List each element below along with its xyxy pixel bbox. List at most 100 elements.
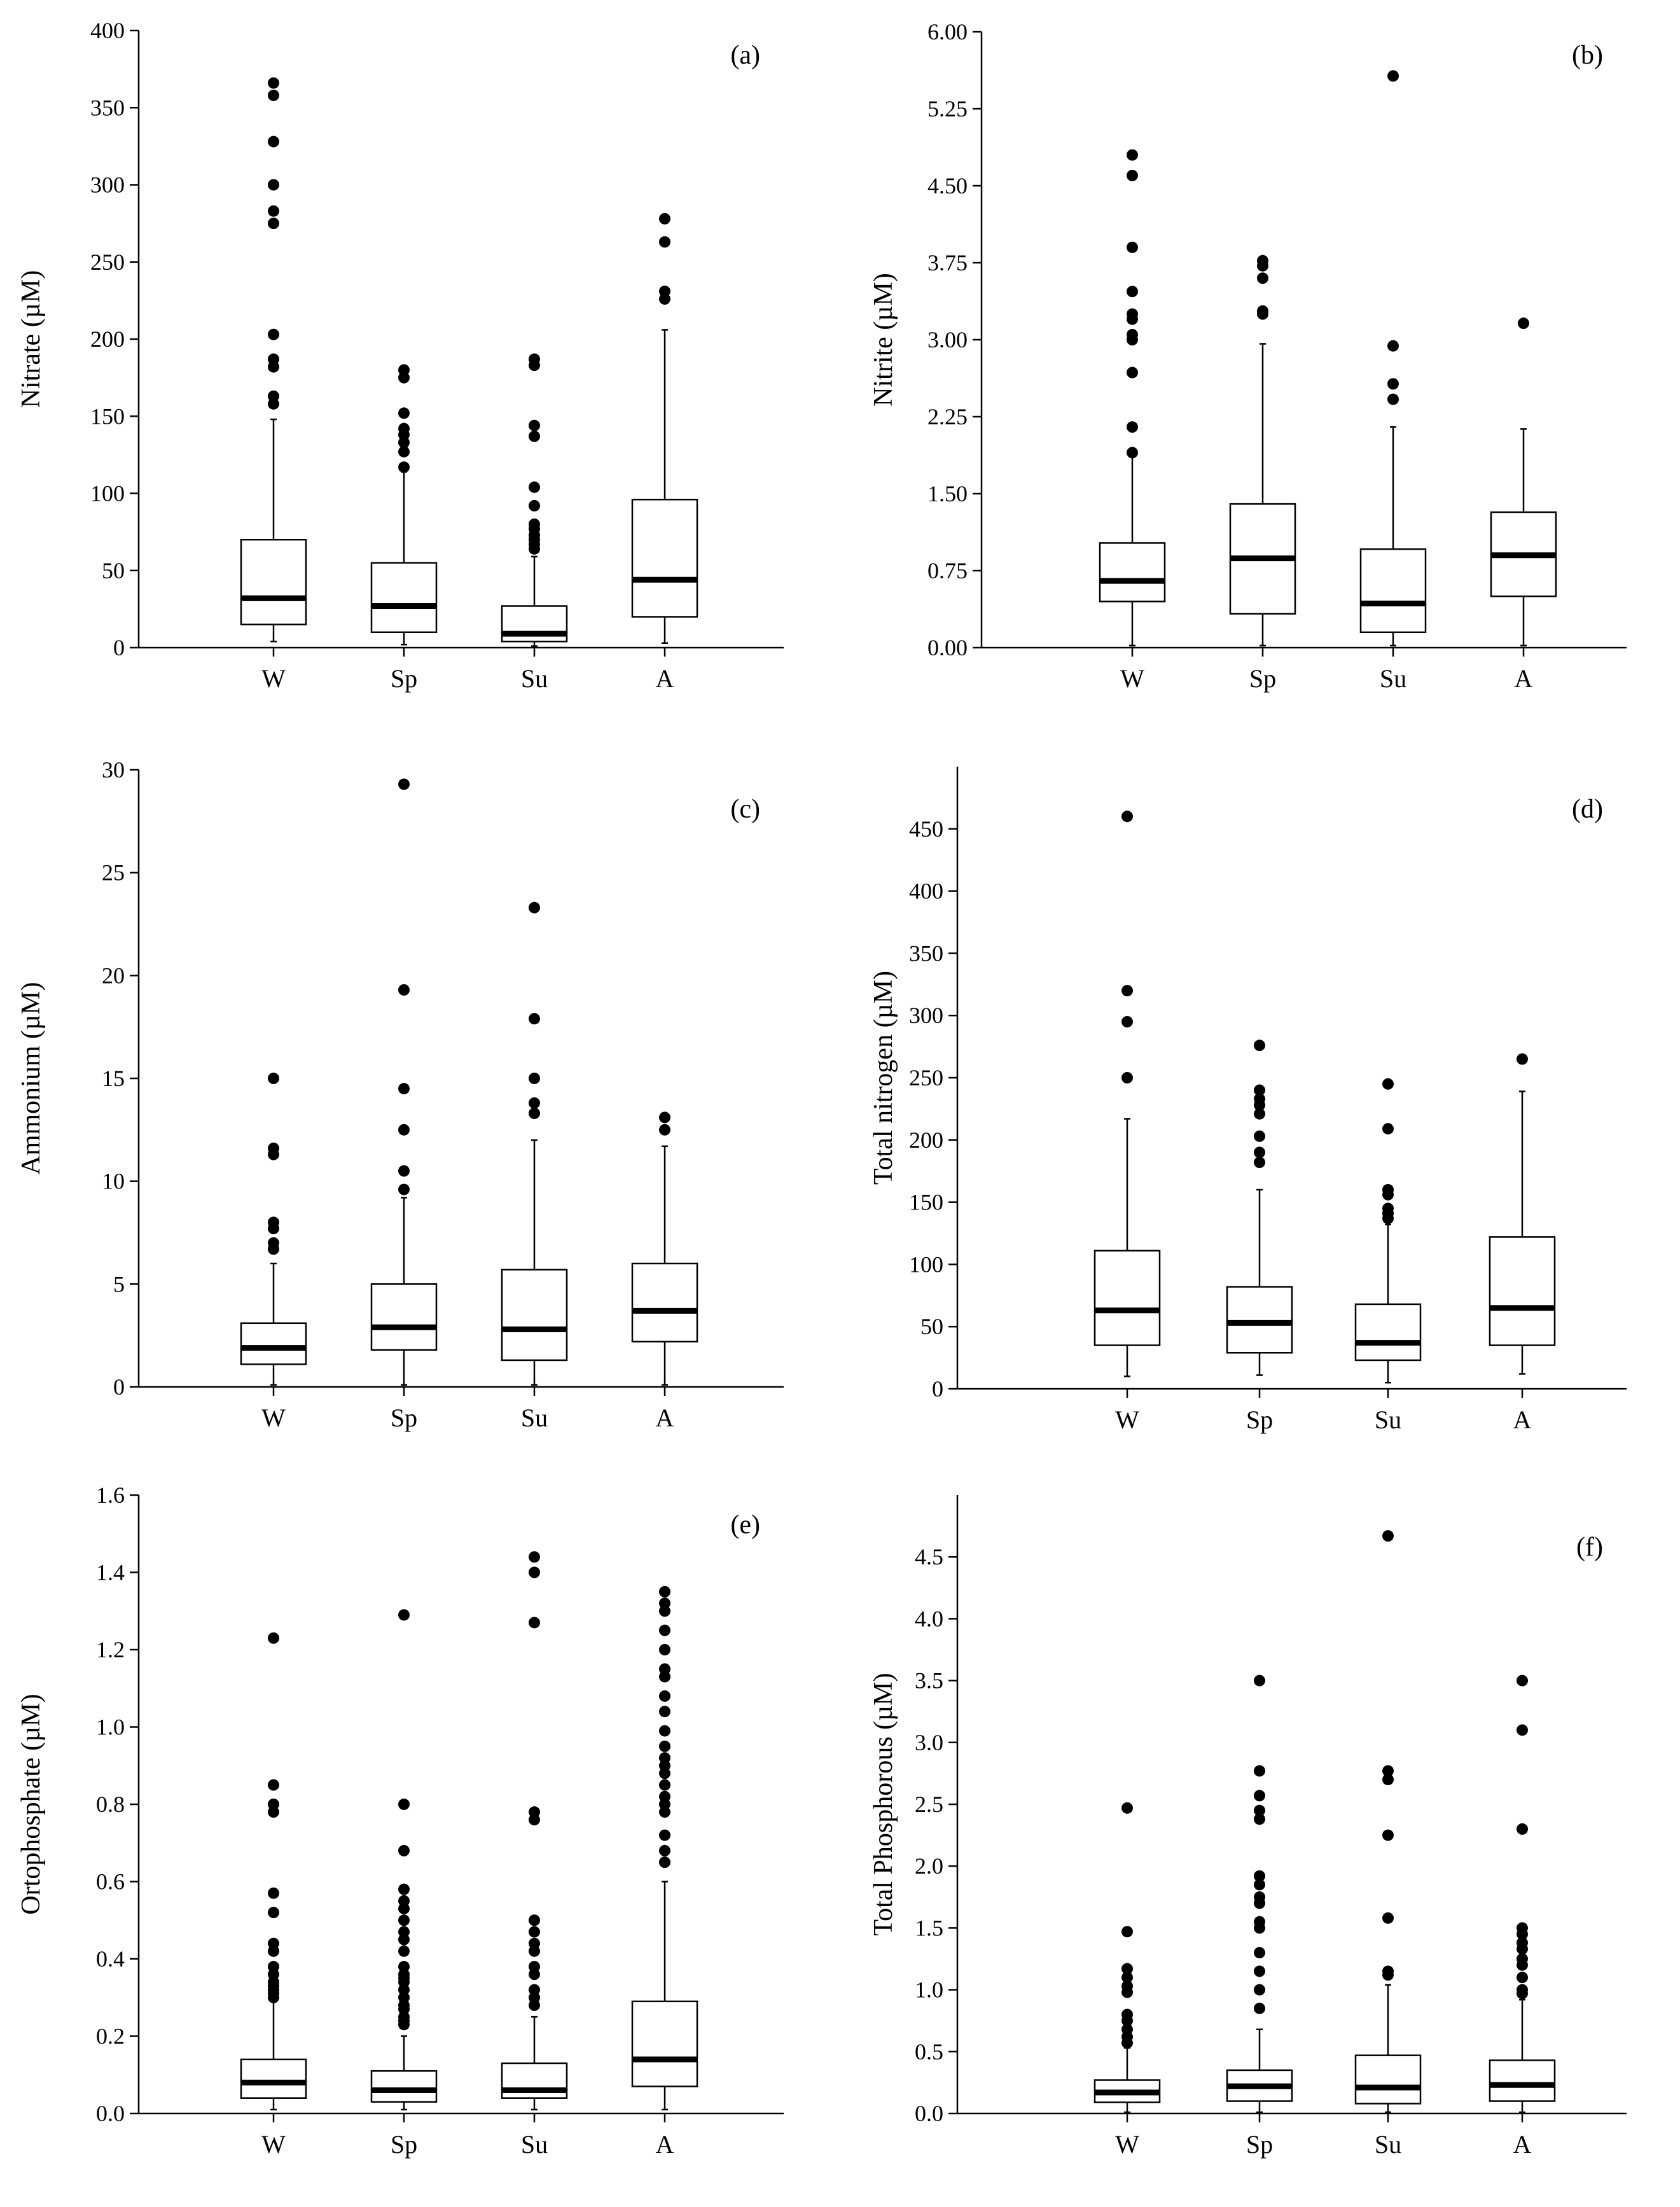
- panel-a: 0 50 100 150 200 250 300 350 400 Nitrate (µM) (a) W…: [17, 18, 784, 693]
- outlier-point: [398, 446, 410, 458]
- iqr-box: [1359, 548, 1427, 634]
- outlier-point: [1387, 70, 1399, 82]
- outlier-point: [268, 77, 279, 89]
- y-tick-label: 0: [113, 635, 125, 660]
- y-tick-label: 250: [909, 1065, 943, 1090]
- y-axis-label: Total nitrogen (µM): [869, 971, 898, 1185]
- y-tick-label: 2.25: [927, 404, 968, 429]
- y-tick-label: 4.0: [915, 1606, 943, 1631]
- outlier-point: [1517, 1922, 1528, 1934]
- box-su: Su: [1354, 1530, 1422, 2159]
- box-sp: Sp: [370, 364, 438, 693]
- box-sp: Sp: [370, 778, 438, 1432]
- y-axis-label: Nitrite (µM): [869, 273, 898, 407]
- y-tick-label: 1.0: [96, 1715, 125, 1740]
- y-tick-label: 0: [113, 1374, 125, 1400]
- outlier-point: [1121, 985, 1133, 997]
- x-tick-label: W: [1115, 1405, 1139, 1434]
- outlier-point: [529, 353, 540, 365]
- panel-label: (b): [1572, 41, 1603, 70]
- box-w: W: [240, 77, 307, 693]
- y-axis-label: Total Phosphorous (µM): [869, 1673, 898, 1935]
- y-tick-label: 0.0: [915, 2101, 943, 2126]
- outlier-point: [268, 1142, 279, 1154]
- y-tick-label: 0.5: [915, 2039, 943, 2064]
- x-tick-label: Su: [1375, 2130, 1401, 2159]
- x-tick-label: Sp: [1246, 1405, 1273, 1434]
- box-a: A: [631, 1585, 698, 2159]
- outlier-point: [268, 179, 279, 191]
- outlier-point: [398, 1844, 410, 1856]
- outlier-point: [659, 1124, 670, 1136]
- outlier-point: [1518, 317, 1529, 330]
- y-tick-label: 3.0: [915, 1730, 943, 1755]
- outlier-point: [1121, 1926, 1133, 1938]
- outlier-point: [529, 519, 540, 530]
- x-tick-label: Sp: [391, 2130, 417, 2159]
- y-tick-label: 0.0: [96, 2101, 125, 2126]
- outlier-point: [659, 1111, 670, 1124]
- panel-b: 0.00 0.75 1.50 2.25 3.00 3.75 4.50 5.25 6.00 Nitr…: [869, 19, 1627, 693]
- y-tick-label: 400: [90, 18, 125, 43]
- iqr-box: [370, 1283, 438, 1351]
- outlier-point: [398, 984, 410, 996]
- outlier-point: [1254, 1891, 1265, 1903]
- panel-e: 0.0 0.2 0.4 0.6 0.8 1.0 1.2 1.4 1.6 Ortophosphate…: [17, 1482, 784, 2159]
- iqr-box: [240, 2058, 307, 2099]
- x-tick-label: Sp: [1246, 2130, 1273, 2159]
- outlier-point: [659, 212, 670, 225]
- outlier-point: [529, 902, 540, 914]
- iqr-box: [631, 1262, 698, 1343]
- x-tick-label: A: [1513, 1405, 1532, 1434]
- y-tick-label: 0.2: [96, 2024, 125, 2049]
- outlier-point: [1517, 1972, 1528, 1984]
- outlier-point: [1127, 447, 1138, 459]
- outlier-point: [1121, 1963, 1133, 1975]
- panel-d: 0 50 100 150 200 250 300 350 400 450 Total nitroge…: [869, 767, 1627, 1434]
- y-tick-label: 6.00: [927, 19, 968, 45]
- outlier-point: [268, 328, 279, 340]
- iqr-box: [240, 539, 307, 625]
- outlier-point: [659, 1725, 670, 1737]
- x-tick-label: A: [1513, 2130, 1532, 2159]
- iqr-box: [631, 2000, 698, 2087]
- outlier-point: [1257, 305, 1268, 317]
- outlier-point: [398, 1961, 410, 1973]
- outlier-point: [1121, 2023, 1133, 2035]
- outlier-point: [659, 1779, 670, 1791]
- y-tick-label: 200: [90, 326, 125, 352]
- y-tick-label: 300: [90, 172, 125, 198]
- outlier-point: [268, 1216, 279, 1229]
- outlier-point: [1127, 366, 1138, 379]
- box-w: W: [1093, 1802, 1161, 2159]
- outlier-point: [529, 1937, 540, 1949]
- outlier-point: [268, 1907, 279, 1919]
- y-tick-label: 350: [909, 940, 943, 966]
- y-tick-label: 200: [909, 1127, 943, 1153]
- outlier-point: [268, 390, 279, 402]
- outlier-point: [1382, 1774, 1394, 1786]
- outlier-point: [1127, 328, 1138, 340]
- box-a: A: [1489, 1674, 1556, 2159]
- outlier-point: [1382, 1530, 1394, 1542]
- iqr-box: [370, 562, 438, 633]
- outlier-point: [529, 499, 540, 512]
- outlier-point: [1254, 1790, 1265, 1802]
- outlier-point: [1382, 1829, 1394, 1841]
- outlier-point: [1387, 393, 1399, 405]
- outlier-point: [659, 1740, 670, 1752]
- outlier-point: [1127, 169, 1138, 181]
- iqr-box: [1099, 542, 1166, 602]
- outlier-point: [268, 136, 279, 148]
- panel-label: (c): [730, 795, 760, 824]
- box-su: Su: [1354, 1078, 1422, 1434]
- outlier-point: [1382, 1912, 1394, 1924]
- box-su: Su: [501, 1551, 568, 2159]
- outlier-point: [1517, 1674, 1528, 1687]
- y-tick-label: 100: [90, 481, 125, 506]
- outlier-point: [1254, 1984, 1265, 1996]
- iqr-box: [1354, 1303, 1422, 1361]
- y-tick-label: 2.0: [915, 1853, 943, 1879]
- outlier-point: [1382, 1765, 1394, 1777]
- panel-label: (f): [1576, 1533, 1603, 1562]
